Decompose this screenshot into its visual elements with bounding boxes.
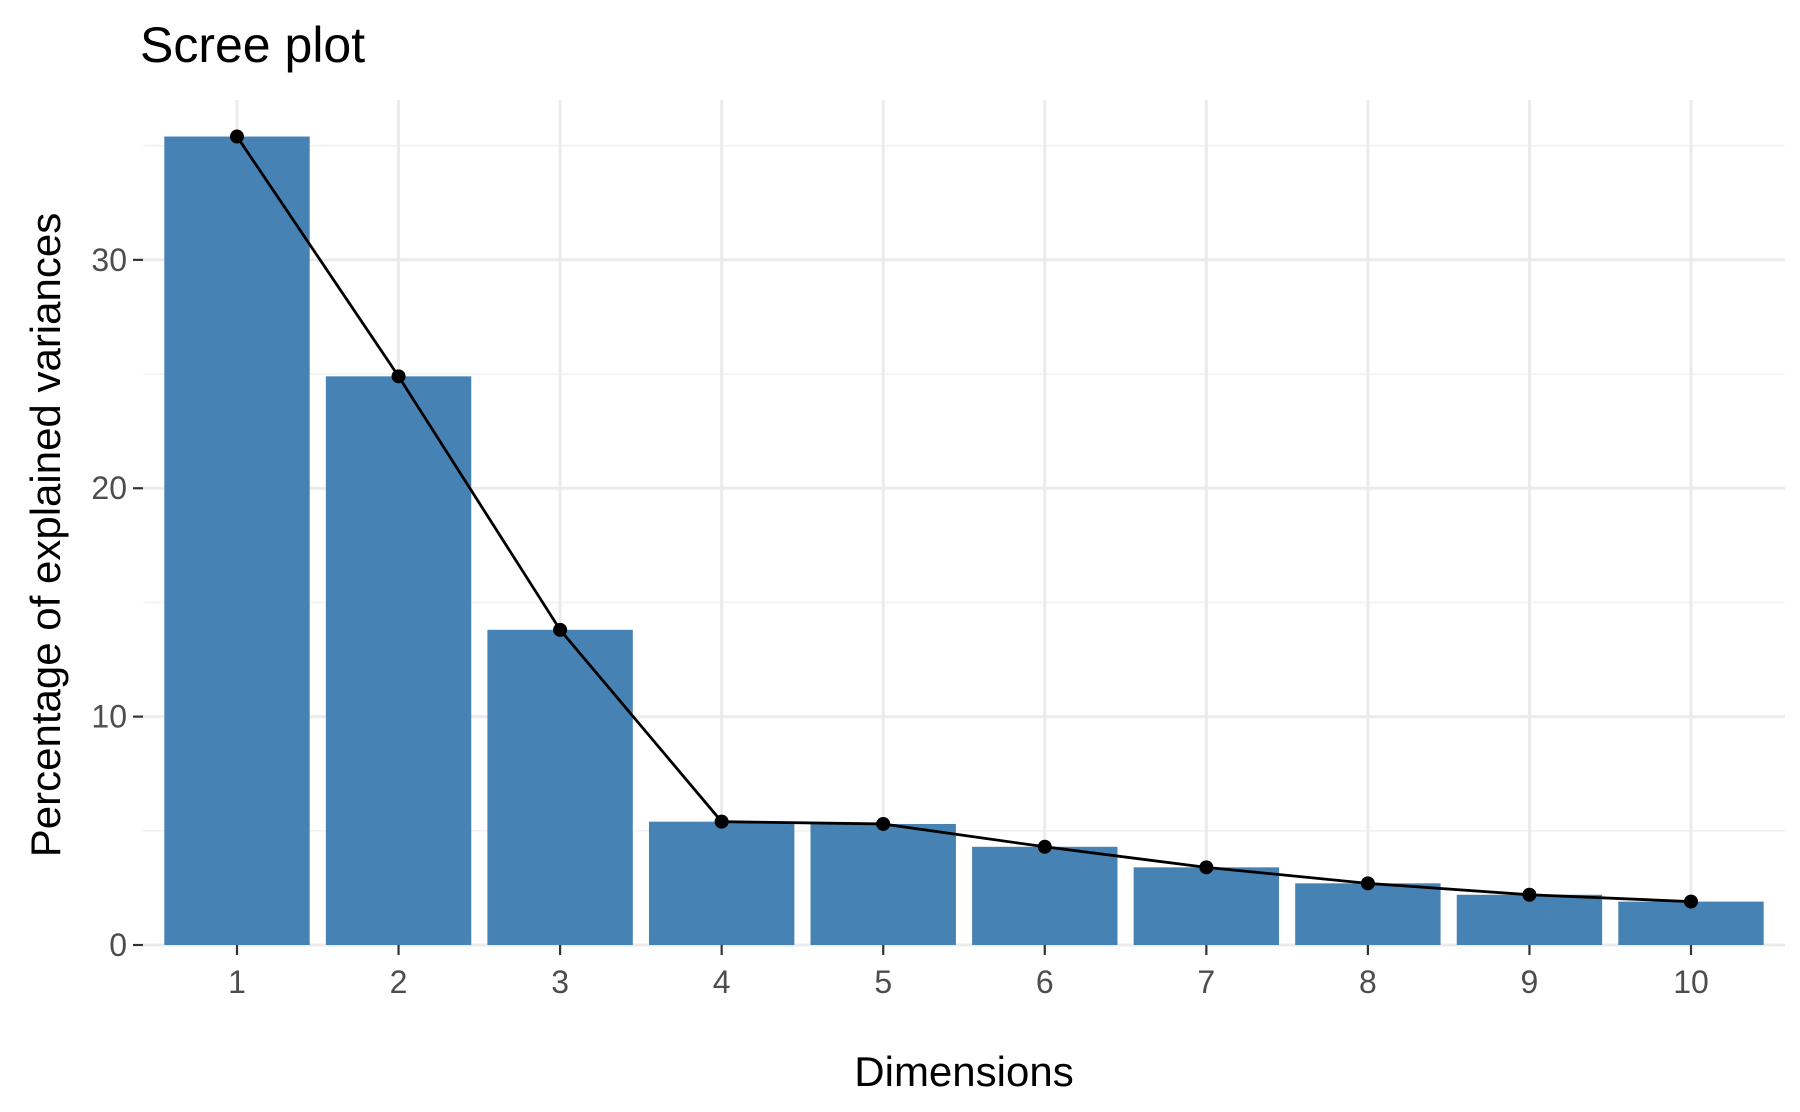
point-dimension-2 (391, 369, 406, 384)
x-tick-label: 8 (1359, 964, 1377, 1000)
y-tick-label: 0 (109, 927, 127, 963)
variance-line (235, 135, 1692, 904)
point-dimension-10 (1684, 894, 1698, 909)
y-tick-label: 30 (91, 242, 127, 278)
y-tick-label: 10 (91, 699, 127, 735)
x-tick-label: 10 (1673, 964, 1709, 1000)
bar-dimension-5 (810, 823, 956, 945)
bar-dimension-10 (1618, 901, 1764, 945)
point-dimension-4 (714, 814, 729, 829)
x-tick-label: 9 (1521, 964, 1539, 1000)
point-dimension-5 (876, 816, 891, 831)
point-dimension-6 (1037, 839, 1052, 854)
line-layer (230, 129, 1698, 909)
y-tick-label: 20 (91, 470, 127, 506)
x-tick-label: 4 (713, 964, 731, 1000)
bar-dimension-8 (1295, 883, 1441, 945)
point-dimension-7 (1199, 860, 1214, 875)
x-axis-title: Dimensions (854, 1048, 1073, 1095)
x-tick-label: 1 (228, 964, 246, 1000)
bar-dimension-2 (325, 376, 472, 945)
bar-dimension-1 (164, 136, 310, 946)
x-tick-label: 7 (1197, 964, 1215, 1000)
point-dimension-3 (553, 622, 568, 637)
bar-dimension-6 (972, 846, 1118, 945)
bars-layer (164, 136, 1764, 946)
chart-title: Scree plot (140, 17, 365, 73)
y-axis-title: Percentage of explained variances (22, 213, 69, 857)
point-dimension-9 (1522, 887, 1537, 902)
x-tick-label: 2 (390, 964, 408, 1000)
axes-layer: 0 10 20 30 1 2 3 4 5 6 7 8 9 10 (91, 242, 1708, 1000)
point-dimension-8 (1360, 876, 1375, 891)
bar-dimension-7 (1133, 867, 1280, 945)
bar-dimension-9 (1456, 894, 1603, 945)
bar-dimension-4 (648, 821, 795, 945)
x-tick-label: 3 (551, 964, 569, 1000)
x-tick-label: 6 (1036, 964, 1054, 1000)
x-tick-label: 5 (874, 964, 892, 1000)
point-dimension-1 (230, 129, 244, 144)
bar-dimension-3 (487, 629, 633, 945)
